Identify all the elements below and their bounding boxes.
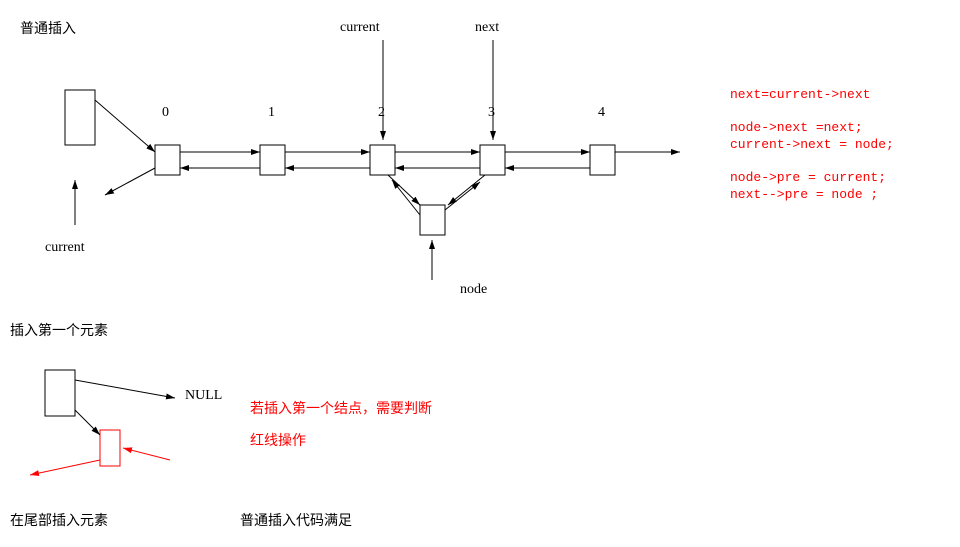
section1-title: 普通插入 — [20, 18, 76, 38]
label-index-4: 4 — [598, 105, 605, 121]
diagram-svg — [0, 0, 960, 547]
label-index-1: 1 — [268, 105, 275, 121]
label-current-top: current — [340, 20, 380, 36]
code-line-5: next-->pre = node ; — [730, 185, 878, 206]
section2-note-2: 红线操作 — [250, 430, 306, 450]
code-line-3: current->next = node; — [730, 135, 894, 156]
label-index-3: 3 — [488, 105, 495, 121]
label-next-top: next — [475, 20, 499, 36]
code-line-1: next=current->next — [730, 85, 870, 106]
label-node: node — [460, 282, 487, 298]
label-index-0: 0 — [162, 105, 169, 121]
section3-note: 普通插入代码满足 — [240, 510, 352, 530]
label-current-bottom: current — [45, 240, 85, 256]
label-index-2: 2 — [378, 105, 385, 121]
section2-title: 插入第一个元素 — [10, 320, 108, 340]
section2-note-1: 若插入第一个结点，需要判断 — [250, 398, 432, 418]
label-null: NULL — [185, 388, 222, 404]
section3-title: 在尾部插入元素 — [10, 510, 108, 530]
